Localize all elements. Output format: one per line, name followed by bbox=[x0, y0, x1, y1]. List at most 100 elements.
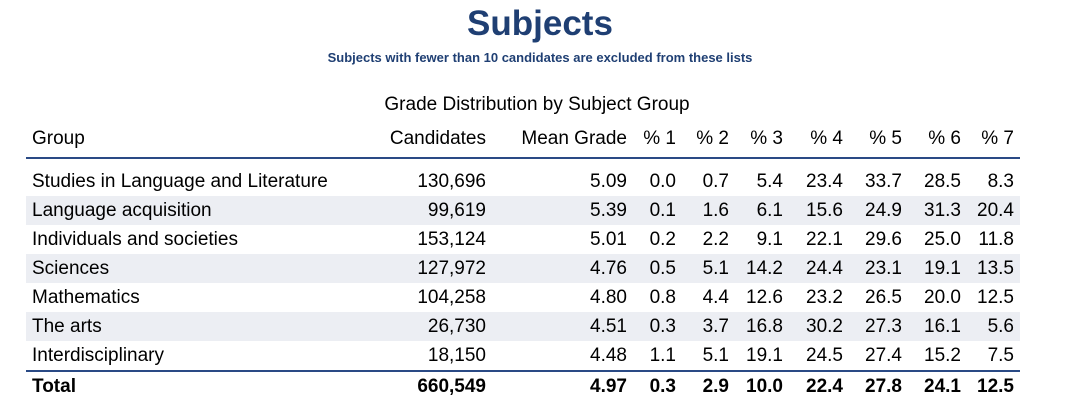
cell-pct-4: 22.1 bbox=[806, 229, 843, 250]
cell-pct-2: 5.1 bbox=[702, 345, 729, 366]
cell-pct-4: 24.4 bbox=[806, 258, 843, 279]
total-pct-6: 24.1 bbox=[924, 376, 961, 397]
cell-pct-6: 31.3 bbox=[924, 200, 961, 221]
cell-pct-6: 16.1 bbox=[924, 316, 961, 337]
cell-pct-5: 27.4 bbox=[865, 345, 902, 366]
column-header-mean-grade: Mean Grade bbox=[521, 128, 627, 149]
cell-pct-4: 30.2 bbox=[806, 316, 843, 337]
cell-candidates: 127,972 bbox=[417, 258, 486, 279]
cell-pct-6: 19.1 bbox=[924, 258, 961, 279]
cell-pct-6: 20.0 bbox=[924, 287, 961, 308]
cell-candidates: 26,730 bbox=[427, 316, 486, 337]
total-pct-1: 0.3 bbox=[649, 376, 676, 397]
cell-candidates: 153,124 bbox=[417, 229, 486, 250]
total-pct-5: 27.8 bbox=[865, 376, 902, 397]
cell-candidates: 99,619 bbox=[427, 200, 486, 221]
cell-pct-2: 4.4 bbox=[702, 287, 729, 308]
cell-mean-grade: 4.48 bbox=[590, 345, 627, 366]
cell-group: Individuals and societies bbox=[32, 229, 238, 250]
table-row: The arts 26,730 4.51 0.3 3.7 16.8 30.2 2… bbox=[26, 312, 1020, 341]
table-row: Sciences 127,972 4.76 0.5 5.1 14.2 24.4 … bbox=[26, 254, 1020, 283]
cell-pct-3: 16.8 bbox=[746, 316, 783, 337]
cell-pct-3: 5.4 bbox=[756, 171, 783, 192]
column-header-pct-4: % 4 bbox=[810, 128, 843, 149]
cell-pct-7: 5.6 bbox=[987, 316, 1014, 337]
table-row: Language acquisition 99,619 5.39 0.1 1.6… bbox=[26, 196, 1020, 225]
cell-pct-2: 1.6 bbox=[702, 200, 729, 221]
total-candidates: 660,549 bbox=[417, 376, 486, 397]
cell-pct-7: 13.5 bbox=[977, 258, 1014, 279]
cell-pct-6: 28.5 bbox=[924, 171, 961, 192]
cell-pct-4: 15.6 bbox=[806, 200, 843, 221]
cell-pct-1: 0.3 bbox=[649, 316, 676, 337]
header-spacer bbox=[26, 158, 1020, 167]
cell-candidates: 130,696 bbox=[417, 171, 486, 192]
column-header-group: Group bbox=[32, 128, 85, 149]
page-subtitle: Subjects with fewer than 10 candidates a… bbox=[327, 50, 753, 65]
cell-pct-4: 23.4 bbox=[806, 171, 843, 192]
total-pct-2: 2.9 bbox=[702, 376, 729, 397]
cell-mean-grade: 4.51 bbox=[590, 316, 627, 337]
cell-pct-1: 0.2 bbox=[649, 229, 676, 250]
cell-mean-grade: 5.09 bbox=[590, 171, 627, 192]
total-mean-grade: 4.97 bbox=[590, 376, 627, 397]
cell-pct-3: 9.1 bbox=[756, 229, 783, 250]
cell-pct-1: 0.0 bbox=[649, 171, 676, 192]
header-row: Group Candidates Mean Grade % 1 % 2 % 3 … bbox=[26, 121, 1020, 158]
cell-candidates: 18,150 bbox=[427, 345, 486, 366]
table-body: Studies in Language and Literature 130,6… bbox=[26, 167, 1020, 371]
cell-pct-5: 33.7 bbox=[865, 171, 902, 192]
table-row: Studies in Language and Literature 130,6… bbox=[26, 167, 1020, 196]
column-header-pct-3: % 3 bbox=[750, 128, 783, 149]
grade-distribution-table: Group Candidates Mean Grade % 1 % 2 % 3 … bbox=[26, 121, 1020, 401]
cell-group: Mathematics bbox=[32, 287, 140, 308]
cell-pct-5: 29.6 bbox=[865, 229, 902, 250]
cell-pct-1: 0.8 bbox=[649, 287, 676, 308]
column-header-candidates: Candidates bbox=[389, 128, 486, 149]
cell-pct-2: 5.1 bbox=[702, 258, 729, 279]
cell-mean-grade: 5.39 bbox=[590, 200, 627, 221]
cell-pct-5: 24.9 bbox=[865, 200, 902, 221]
cell-group: Sciences bbox=[32, 258, 110, 279]
column-header-pct-2: % 2 bbox=[696, 128, 729, 149]
total-row: Total 660,549 4.97 0.3 2.9 10.0 22.4 27.… bbox=[26, 371, 1020, 401]
cell-pct-6: 15.2 bbox=[924, 345, 961, 366]
cell-pct-1: 1.1 bbox=[649, 345, 676, 366]
cell-group: Interdisciplinary bbox=[32, 345, 164, 366]
total-pct-4: 22.4 bbox=[806, 376, 843, 397]
cell-pct-7: 20.4 bbox=[977, 200, 1014, 221]
total-pct-3: 10.0 bbox=[746, 376, 783, 397]
table-row: Mathematics 104,258 4.80 0.8 4.4 12.6 23… bbox=[26, 283, 1020, 312]
cell-pct-6: 25.0 bbox=[924, 229, 961, 250]
cell-pct-4: 23.2 bbox=[806, 287, 843, 308]
cell-group: Studies in Language and Literature bbox=[32, 171, 328, 192]
cell-pct-5: 26.5 bbox=[865, 287, 902, 308]
total-pct-7: 12.5 bbox=[977, 376, 1014, 397]
column-header-pct-7: % 7 bbox=[981, 128, 1014, 149]
cell-group: The arts bbox=[32, 316, 102, 337]
cell-mean-grade: 5.01 bbox=[590, 229, 627, 250]
cell-mean-grade: 4.80 bbox=[590, 287, 627, 308]
table-caption: Grade Distribution by Subject Group bbox=[384, 94, 690, 115]
page-title: Subjects bbox=[467, 4, 613, 43]
cell-pct-1: 0.5 bbox=[649, 258, 676, 279]
cell-pct-1: 0.1 bbox=[649, 200, 676, 221]
cell-pct-5: 27.3 bbox=[865, 316, 902, 337]
cell-pct-7: 7.5 bbox=[987, 345, 1014, 366]
total-label: Total bbox=[32, 376, 76, 397]
cell-pct-3: 14.2 bbox=[746, 258, 783, 279]
cell-mean-grade: 4.76 bbox=[590, 258, 627, 279]
cell-pct-4: 24.5 bbox=[806, 345, 843, 366]
cell-pct-2: 3.7 bbox=[702, 316, 729, 337]
cell-pct-3: 6.1 bbox=[756, 200, 783, 221]
table-row: Individuals and societies 153,124 5.01 0… bbox=[26, 225, 1020, 254]
cell-candidates: 104,258 bbox=[417, 287, 486, 308]
column-header-pct-5: % 5 bbox=[869, 128, 902, 149]
cell-group: Language acquisition bbox=[32, 200, 212, 221]
cell-pct-2: 0.7 bbox=[702, 171, 729, 192]
column-header-pct-1: % 1 bbox=[643, 128, 676, 149]
cell-pct-3: 19.1 bbox=[746, 345, 783, 366]
cell-pct-5: 23.1 bbox=[865, 258, 902, 279]
cell-pct-7: 8.3 bbox=[987, 171, 1014, 192]
